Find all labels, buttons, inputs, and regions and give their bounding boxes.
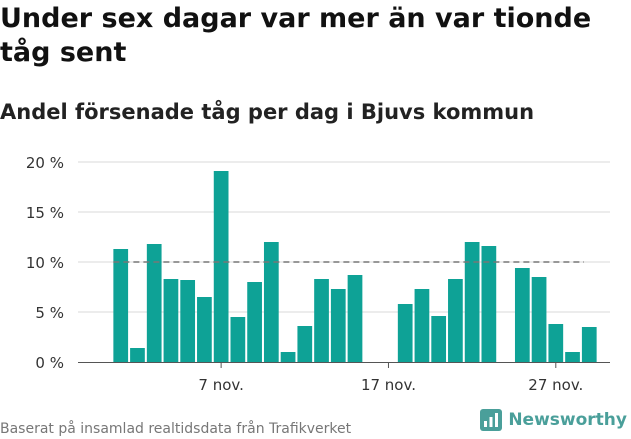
bar [314,279,329,362]
x-tick-label: 27 nov. [528,376,583,394]
bar [481,246,497,362]
bar [213,171,229,362]
bar [414,289,430,362]
bar [397,304,413,362]
bar [514,268,530,362]
y-tick-label: 5 % [35,304,64,322]
bar [297,326,313,362]
bar-chart: 0 % 5 % 10 % 15 % 20 % 7 nov. 17 nov. 27 nov. [26,154,610,394]
y-tick-label: 10 % [26,254,64,272]
bar [448,279,463,362]
newsworthy-logo-icon [480,409,503,431]
bar [263,242,279,362]
y-tick-label: 0 % [35,354,64,372]
bar [130,348,145,362]
bar [146,244,162,362]
y-tick-label: 15 % [26,204,64,222]
bar [113,249,129,362]
bar [431,316,447,362]
bar [347,275,363,362]
bar [330,289,346,362]
newsworthy-logo-text: Newsworthy [508,410,627,430]
newsworthy-logo: Newsworthy [480,406,627,434]
bar [230,317,246,362]
bar [280,352,296,362]
chart-title: Under sex dagar var mer än var tionde tå… [0,3,592,68]
bar [531,277,547,362]
x-tick-label: 17 nov. [361,376,416,394]
bar [180,280,196,362]
bar [197,297,212,362]
chart-subtitle: Andel försenade tåg per dag i Bjuvs komm… [0,100,535,124]
bar [565,352,580,362]
bar [464,242,480,362]
bar [581,327,597,362]
bar [163,279,179,362]
x-tick-label: 7 nov. [198,376,243,394]
bar [548,324,564,362]
source-note: Baserat på insamlad realtidsdata från Tr… [0,421,352,437]
y-tick-label: 20 % [26,154,64,172]
bar [247,282,262,362]
